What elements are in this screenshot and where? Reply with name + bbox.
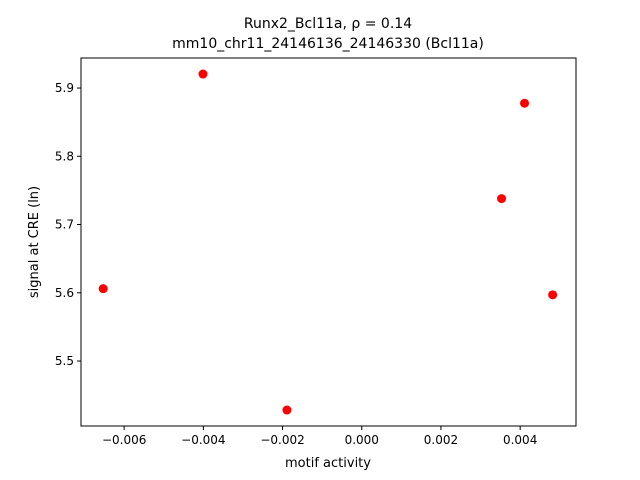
- y-tick-label: 5.8: [55, 149, 74, 163]
- x-tick-label: 0.000: [345, 433, 379, 447]
- point: [497, 194, 507, 204]
- x-tick-label: 0.004: [503, 433, 537, 447]
- y-tick-label: 5.6: [55, 286, 74, 300]
- x-tick-label: −0.004: [181, 433, 225, 447]
- point: [548, 290, 558, 300]
- x-tick-label: −0.002: [260, 433, 304, 447]
- x-tick-label: −0.006: [102, 433, 146, 447]
- y-tick-label: 5.5: [55, 354, 74, 368]
- x-tick-label: 0.002: [424, 433, 458, 447]
- y-tick-label: 5.7: [55, 218, 74, 232]
- point: [520, 98, 530, 108]
- chart-title: Runx2_Bcl11a, ρ = 0.14: [244, 16, 412, 32]
- y-axis-label: signal at CRE (ln): [27, 186, 42, 298]
- point: [282, 405, 292, 415]
- point: [98, 284, 108, 294]
- plot-frame: [80, 57, 577, 427]
- x-axis-label: motif activity: [285, 456, 371, 471]
- chart-subtitle: mm10_chr11_24146136_24146330 (Bcl11a): [172, 36, 484, 52]
- point: [198, 69, 208, 79]
- y-tick-label: 5.9: [55, 81, 74, 95]
